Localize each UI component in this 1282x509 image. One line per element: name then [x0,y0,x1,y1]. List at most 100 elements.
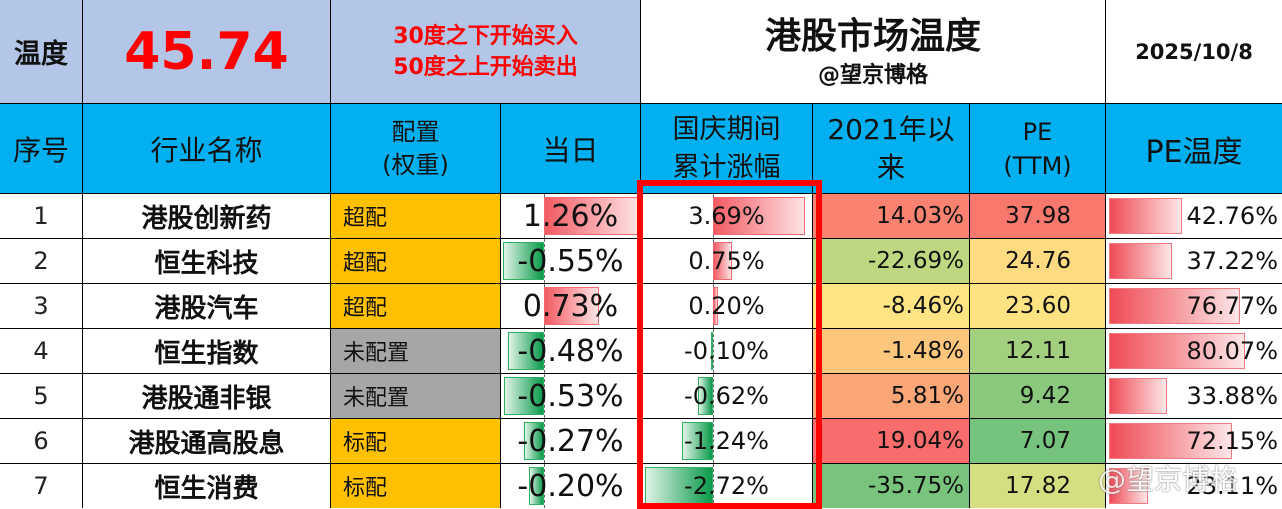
zero-axis [713,374,714,418]
row-index: 6 [0,418,82,463]
cell-value: 37.22% [1186,247,1278,275]
zero-axis [713,329,714,373]
cell-value: 港股通非银 [141,383,272,414]
pe-temperature-bar [1109,423,1232,459]
positive-bar [713,197,806,235]
cell-value: -0.27% [517,423,624,459]
allocation-cell: 超配 [330,238,500,283]
cell-value: 未配置 [343,386,410,411]
header-allocation: 配置 (权重) [330,103,500,193]
cell-value: 76.77% [1186,292,1278,320]
negative-bar [682,422,713,460]
since-2021: -1.48% [812,328,969,373]
page-title: 港股市场温度 [764,15,981,57]
industry-name: 港股通非银 [82,373,330,418]
cell-value: 标配 [343,476,388,501]
zero-axis [544,374,545,418]
header-pe: PE (TTM) [969,103,1105,193]
cell-value: 港股创新药 [141,203,272,234]
cell-value: 恒生指数 [154,338,259,369]
allocation-cell: 标配 [330,418,500,463]
cell-value: 标配 [343,431,388,456]
pe-temperature: 80.07% [1105,328,1282,373]
cell-value: -1.24% [684,427,769,455]
day-change: -0.53% [500,373,640,418]
cell-value: -1.48% [882,338,964,364]
cell-value: 72.15% [1186,427,1278,455]
zero-axis [544,464,545,508]
since-2021: 14.03% [812,193,969,238]
cell-value: 恒生科技 [154,248,259,279]
holiday-change: -2.72% [640,463,812,508]
header-pe-temperature: PE温度 [1105,103,1282,193]
cell-value: 37.98 [1005,203,1071,229]
cell-value: 9.42 [1019,383,1071,409]
cell-value: 港股通高股息 [128,428,285,459]
allocation-cell: 未配置 [330,328,500,373]
row-index: 7 [0,463,82,508]
cell-value: 3.69% [688,202,765,230]
holiday-change: -0.10% [640,328,812,373]
negative-bar [508,332,544,370]
cell-value: -8.46% [882,293,964,319]
pe-temperature-bar [1109,378,1167,414]
negative-bar [503,242,544,280]
holiday-change: 0.75% [640,238,812,283]
cell-value: 0.20% [688,292,765,320]
cell-value: 14.03% [876,203,964,229]
row-index: 5 [0,373,82,418]
cell-value: 12.11 [1005,338,1071,364]
allocation-cell: 未配置 [330,373,500,418]
negative-bar [504,377,544,415]
cell-value: -0.48% [517,333,624,369]
day-change: 0.73% [500,283,640,328]
pe-value: 24.76 [969,238,1105,283]
allocation-cell: 标配 [330,463,500,508]
cell-value: 超配 [343,251,388,276]
row-index: 2 [0,238,82,283]
row-index: 1 [0,193,82,238]
cell-value: 3 [33,292,49,320]
pe-value: 37.98 [969,193,1105,238]
day-change: -0.48% [500,328,640,373]
cell-value: 5.81% [890,383,964,409]
positive-bar [713,242,732,280]
pe-temperature-bar [1109,243,1172,279]
cell-value: 23.60 [1005,293,1071,319]
header-day-change: 当日 [500,103,640,193]
cell-value: 23.11% [1186,472,1278,500]
zero-axis [713,464,714,508]
author: @望京博格 [817,62,928,88]
cell-value: 1 [33,202,49,230]
zero-axis [544,419,545,463]
cell-value: 42.76% [1186,202,1278,230]
holiday-change: -1.24% [640,418,812,463]
cell-value: 0.75% [688,247,765,275]
cell-value: -2.72% [684,472,769,500]
cell-value: 80.07% [1186,337,1278,365]
cell-value: 19.04% [876,428,964,454]
cell-value: 33.88% [1186,382,1278,410]
industry-name: 恒生消费 [82,463,330,508]
pe-temperature-bar [1109,198,1182,234]
watermark: @望京博格 [1098,463,1239,496]
row-index: 3 [0,283,82,328]
pe-value: 12.11 [969,328,1105,373]
day-change: -0.20% [500,463,640,508]
since-2021: -35.75% [812,463,969,508]
row-index: 4 [0,328,82,373]
industry-name: 恒生科技 [82,238,330,283]
cell-value: -0.20% [517,468,624,504]
buy-rule: 30度之下开始买入 [393,23,578,49]
negative-bar [710,332,713,370]
temperature-label-cell: 温度 [0,0,82,103]
zero-axis [713,419,714,463]
negative-bar [697,377,713,415]
date-cell: 2025/10/8 [1105,0,1282,103]
positive-bar [544,287,599,325]
pe-temperature: 33.88% [1105,373,1282,418]
holiday-change: -0.62% [640,373,812,418]
pe-temperature: 72.15% [1105,418,1282,463]
report-date: 2025/10/8 [1135,39,1253,64]
